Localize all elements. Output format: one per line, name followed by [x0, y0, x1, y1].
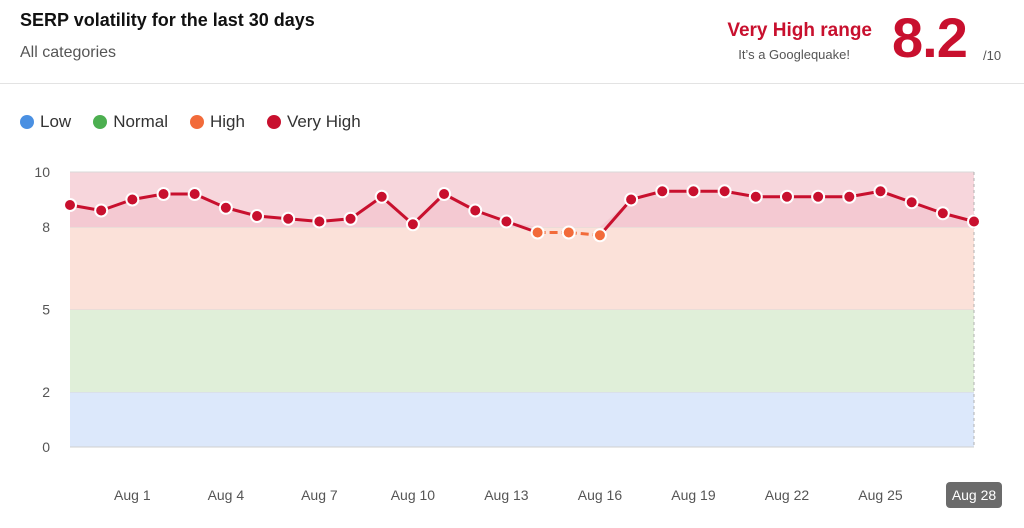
- data-point: [312, 214, 327, 229]
- data-point: [842, 189, 857, 204]
- chart-header: SERP volatility for the last 30 days All…: [0, 0, 1024, 84]
- data-point: [904, 195, 919, 210]
- x-tick-label: Aug 28: [952, 487, 997, 503]
- y-tick-label: 2: [42, 384, 50, 400]
- data-point: [779, 189, 794, 204]
- data-point: [935, 206, 950, 221]
- data-point: [561, 225, 576, 240]
- data-point: [655, 184, 670, 199]
- band-normal: [70, 309, 974, 392]
- legend-dot-icon: [20, 115, 34, 129]
- data-point: [187, 187, 202, 201]
- data-point: [624, 192, 639, 207]
- y-tick-label: 10: [34, 164, 50, 180]
- legend-item-high[interactable]: High: [189, 112, 245, 132]
- legend-dot-icon: [93, 115, 108, 129]
- data-point: [343, 211, 358, 226]
- data-point: [967, 214, 981, 229]
- series-line-segment: [598, 198, 633, 237]
- x-tick-label: Aug 1: [114, 487, 151, 503]
- data-point: [811, 189, 826, 204]
- x-tick-label: Aug 25: [858, 487, 903, 503]
- data-point: [686, 184, 701, 199]
- y-tick-label: 5: [42, 302, 50, 318]
- data-point: [717, 184, 732, 199]
- chart-title: SERP volatility for the last 30 days: [20, 10, 315, 30]
- chart-legend: Low Normal High Very High: [20, 112, 383, 132]
- data-point: [468, 203, 483, 218]
- data-point: [94, 203, 109, 218]
- legend-label: Very High: [286, 112, 361, 131]
- x-tick-label: Aug 13: [484, 487, 529, 503]
- band-high: [70, 227, 974, 310]
- data-point: [748, 189, 763, 204]
- data-point: [437, 187, 452, 201]
- series-line-segment: [411, 192, 446, 226]
- data-point: [592, 228, 607, 243]
- score-max: /10: [983, 48, 1002, 63]
- range-description: It’s a Googlequake!: [738, 47, 850, 62]
- legend-dot-icon: [189, 115, 204, 129]
- band-low: [70, 392, 974, 447]
- data-point: [218, 200, 233, 215]
- very-high-area: [70, 191, 974, 227]
- y-tick-label: 0: [42, 439, 50, 455]
- data-point: [156, 187, 171, 201]
- x-tick-label: Aug 16: [578, 487, 623, 503]
- data-point: [530, 225, 545, 240]
- legend-label: Normal: [113, 112, 168, 131]
- x-tick-label: Aug 10: [391, 487, 436, 503]
- range-label: Very High range: [727, 20, 872, 41]
- x-tick-label: Aug 7: [301, 487, 338, 503]
- y-tick-label: 8: [42, 219, 50, 235]
- data-point: [125, 192, 140, 207]
- data-point: [499, 214, 514, 229]
- data-point: [281, 211, 296, 226]
- legend-item-low[interactable]: Low: [20, 112, 71, 132]
- legend-item-very-high[interactable]: Very High: [266, 112, 361, 132]
- data-point: [374, 189, 389, 204]
- x-tick-highlight: [946, 482, 1002, 508]
- x-tick-label: Aug 19: [671, 487, 716, 503]
- x-tick-label: Aug 4: [208, 487, 245, 503]
- x-tick-label: Aug 22: [765, 487, 810, 503]
- data-point: [250, 209, 265, 223]
- data-point: [873, 184, 888, 199]
- legend-label: Low: [40, 112, 72, 131]
- data-point: [63, 198, 77, 212]
- legend-dot-icon: [266, 115, 281, 129]
- category-selector-label[interactable]: All categories: [20, 44, 117, 61]
- data-point: [405, 217, 420, 232]
- legend-item-normal[interactable]: Normal: [93, 112, 168, 132]
- volatility-score: 8.2: [892, 6, 968, 69]
- volatility-chart: 0 2 5 8 10 Aug 1 Aug 4 Aug 7 Aug 10 Aug 13 Aug 16 A…: [34, 164, 1002, 508]
- legend-label: High: [209, 112, 245, 131]
